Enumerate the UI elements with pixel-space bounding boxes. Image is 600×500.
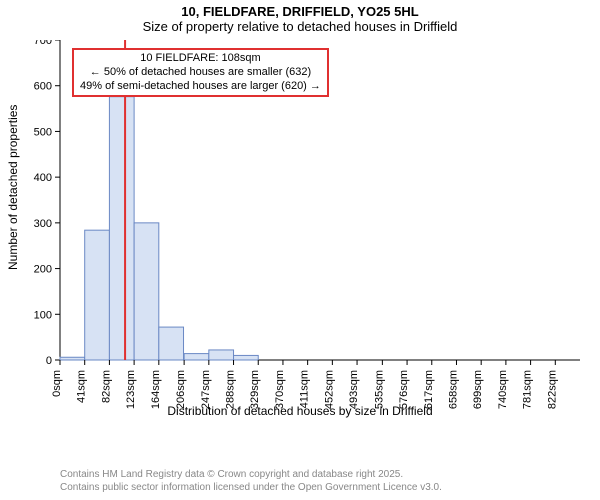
svg-text:100: 100 [34,309,52,321]
y-axis-label: Number of detached properties [6,105,20,270]
svg-text:700: 700 [34,40,52,47]
svg-text:82sqm: 82sqm [100,370,112,403]
footer-line-1: Contains HM Land Registry data © Crown c… [60,469,442,482]
svg-text:200: 200 [34,264,52,276]
svg-text:600: 600 [34,81,52,93]
footer-attribution: Contains HM Land Registry data © Crown c… [60,469,442,494]
svg-text:300: 300 [34,218,52,230]
title-line-2: Size of property relative to detached ho… [0,19,600,34]
svg-text:411sqm: 411sqm [299,370,311,408]
x-axis-label: Distribution of detached houses by size … [0,404,600,418]
callout-line-1: 10 FIELDFARE: 108sqm [80,52,321,66]
callout-line-3: 49% of semi-detached houses are larger (… [80,80,321,94]
svg-text:0sqm: 0sqm [51,370,63,397]
svg-text:500: 500 [34,126,52,138]
svg-text:0: 0 [46,355,52,367]
callout-line-2: ← 50% of detached houses are smaller (63… [80,66,321,80]
title-line-1: 10, FIELDFARE, DRIFFIELD, YO25 5HL [0,4,600,19]
svg-text:400: 400 [34,172,52,184]
callout-box: 10 FIELDFARE: 108sqm ← 50% of detached h… [72,48,329,97]
chart-area: Number of detached properties 0 100 200 300… [0,40,600,460]
footer-line-2: Contains public sector information licen… [60,482,442,495]
svg-text:41sqm: 41sqm [76,370,88,403]
chart-title-block: 10, FIELDFARE, DRIFFIELD, YO25 5HL Size … [0,4,600,34]
